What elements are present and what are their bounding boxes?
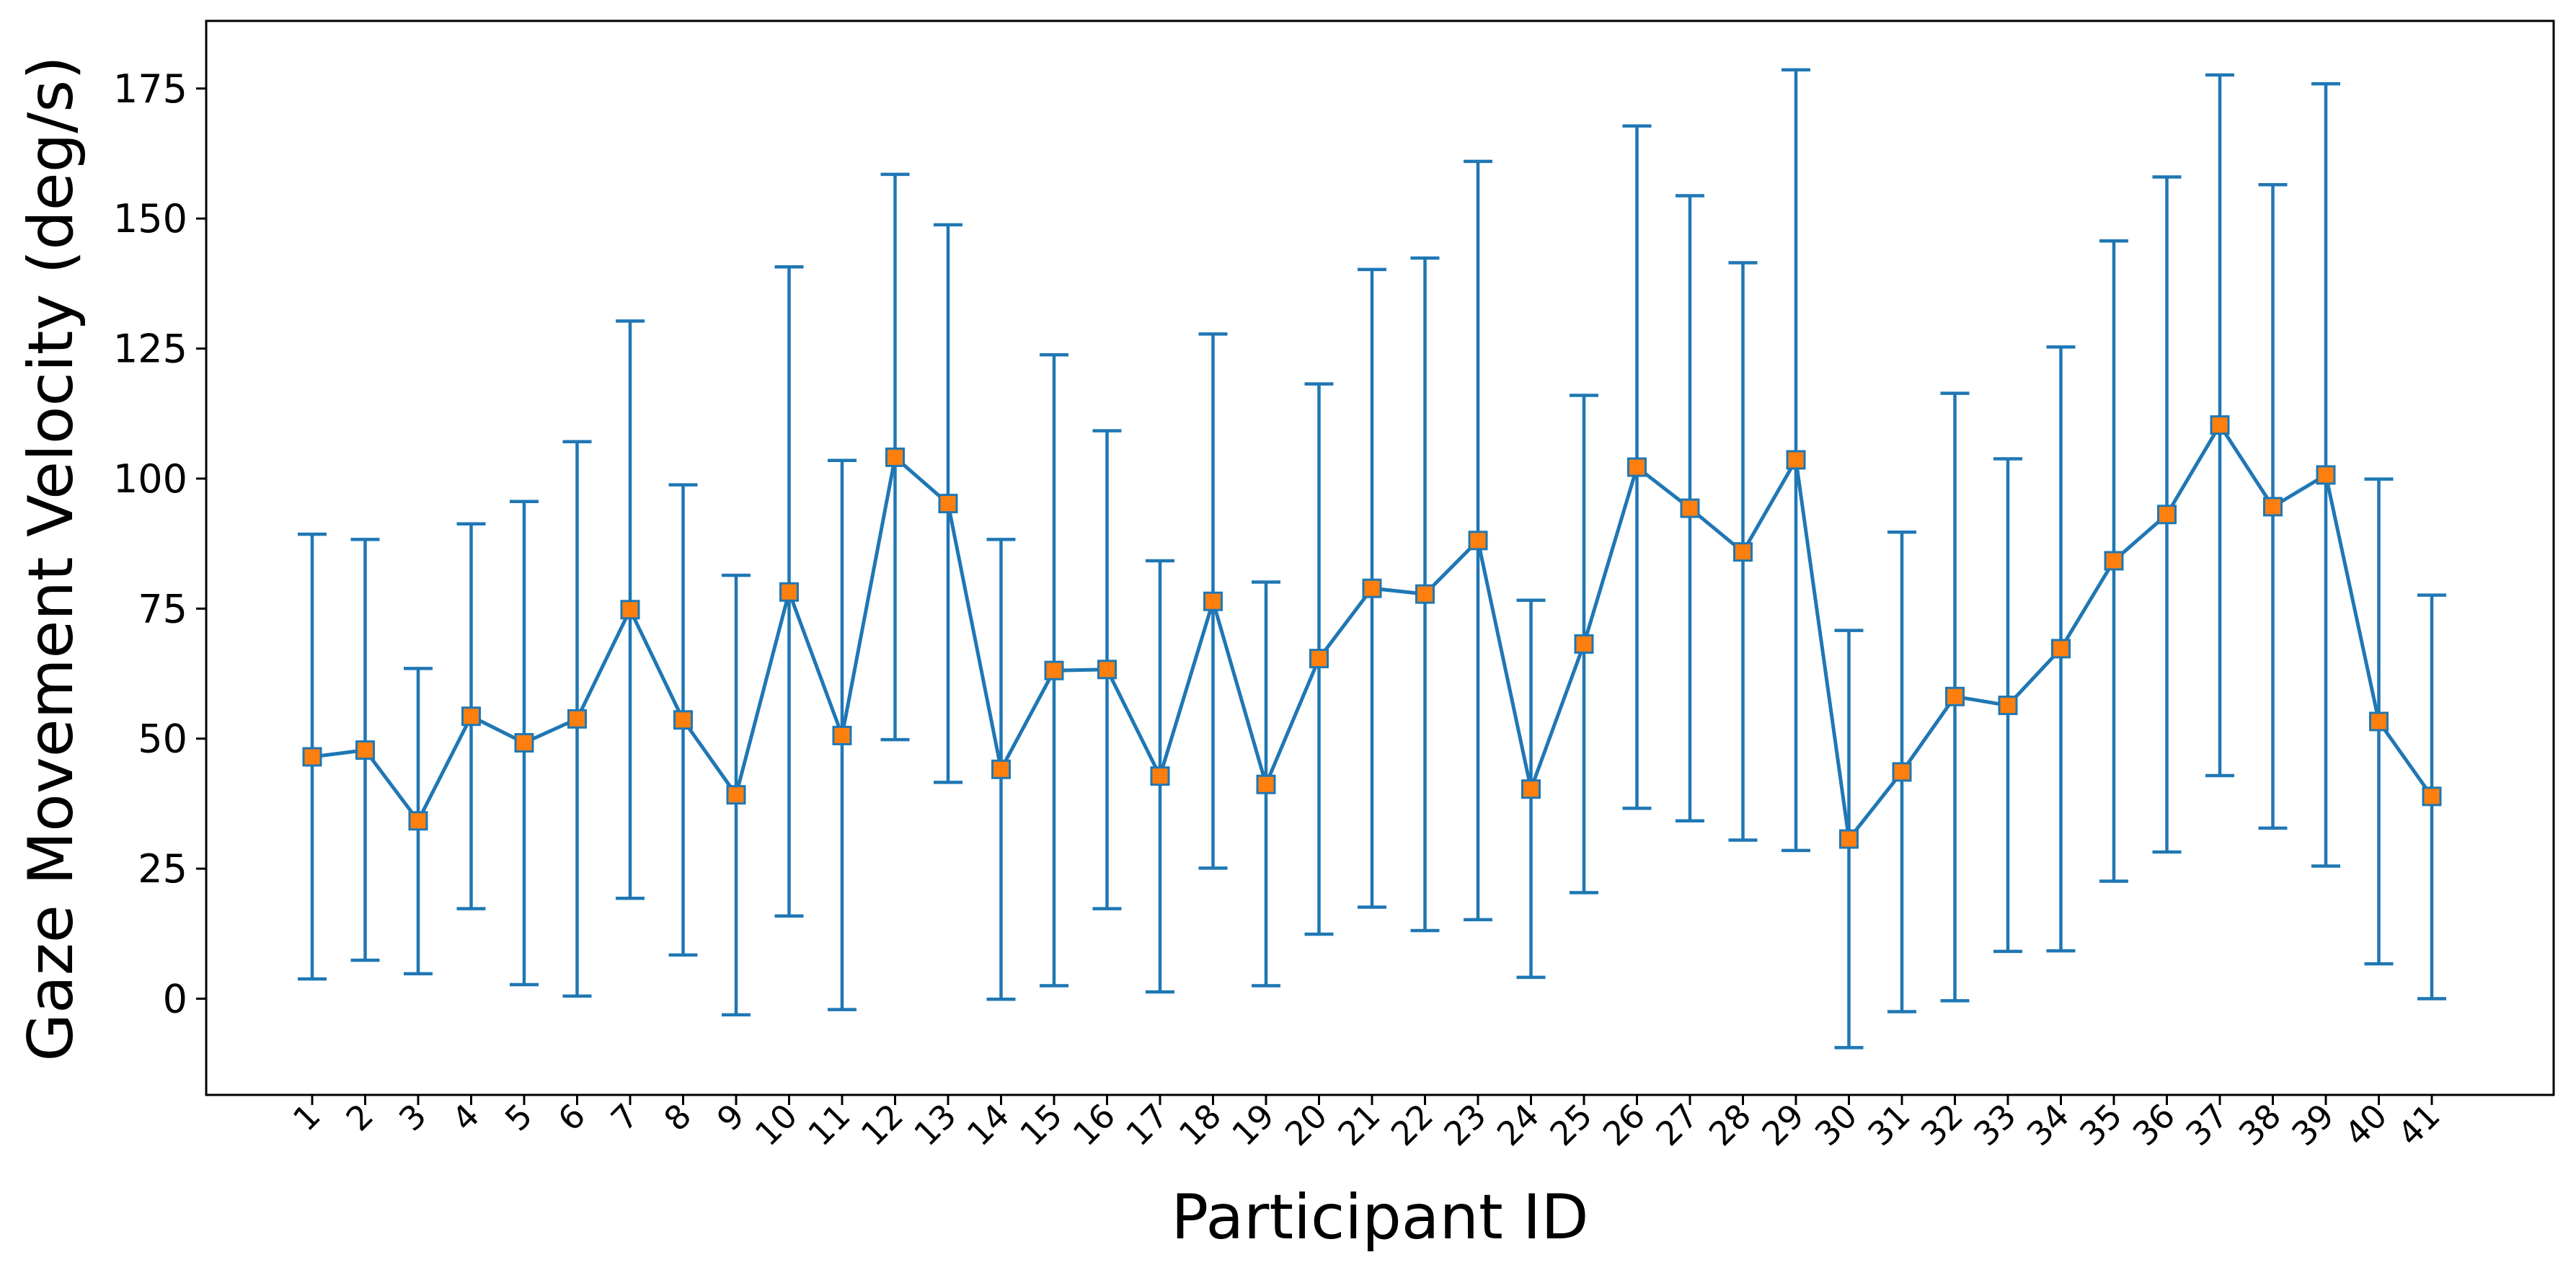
y-tick-label: 75 bbox=[138, 586, 187, 631]
y-tick-label: 100 bbox=[113, 456, 187, 502]
data-point-2 bbox=[355, 740, 375, 760]
data-point-16 bbox=[1097, 660, 1117, 680]
data-point-34 bbox=[2051, 639, 2071, 659]
data-point-5 bbox=[514, 733, 534, 753]
y-tick-label: 0 bbox=[163, 977, 187, 1022]
data-point-19 bbox=[1256, 774, 1276, 794]
data-point-27 bbox=[1680, 498, 1700, 518]
data-point-30 bbox=[1839, 829, 1859, 849]
y-tick-label: 150 bbox=[113, 196, 187, 241]
data-markers bbox=[302, 415, 2442, 849]
data-point-1 bbox=[302, 747, 322, 767]
y-tick-label: 25 bbox=[138, 846, 187, 892]
y-tick-label: 50 bbox=[138, 716, 187, 762]
y-tick-label: 125 bbox=[113, 327, 187, 372]
data-point-13 bbox=[938, 494, 958, 514]
data-point-33 bbox=[1998, 696, 2018, 716]
data-point-32 bbox=[1945, 686, 1965, 706]
data-point-23 bbox=[1468, 531, 1488, 551]
data-point-41 bbox=[2422, 786, 2442, 807]
x-axis-label: Participant ID bbox=[1171, 1181, 1588, 1253]
data-point-6 bbox=[567, 709, 587, 729]
data-point-4 bbox=[461, 706, 481, 727]
data-point-17 bbox=[1150, 766, 1170, 786]
data-point-7 bbox=[620, 600, 640, 620]
data-point-3 bbox=[408, 811, 428, 831]
data-point-24 bbox=[1521, 779, 1541, 799]
y-axis-label: Gaze Movement Velocity (deg/s) bbox=[15, 56, 87, 1061]
data-point-15 bbox=[1044, 660, 1064, 680]
data-point-37 bbox=[2210, 415, 2230, 435]
plot-frame bbox=[205, 19, 2555, 1096]
data-point-36 bbox=[2157, 505, 2177, 525]
data-point-31 bbox=[1892, 762, 1912, 782]
data-point-12 bbox=[885, 447, 905, 467]
data-point-9 bbox=[726, 785, 746, 805]
data-point-11 bbox=[832, 725, 852, 745]
data-point-22 bbox=[1415, 584, 1435, 604]
data-point-38 bbox=[2263, 497, 2283, 517]
data-point-21 bbox=[1362, 578, 1382, 598]
data-point-35 bbox=[2104, 551, 2124, 571]
y-tick-label: 175 bbox=[113, 66, 187, 112]
y-axis-ticks: 0 25 50 75 100 125 150 175 bbox=[113, 66, 206, 1022]
data-point-26 bbox=[1627, 457, 1647, 477]
data-point-40 bbox=[2369, 711, 2389, 732]
data-point-18 bbox=[1203, 591, 1223, 611]
data-point-25 bbox=[1574, 634, 1594, 654]
data-point-20 bbox=[1309, 649, 1329, 669]
data-point-14 bbox=[991, 759, 1011, 779]
data-point-8 bbox=[673, 710, 693, 730]
data-point-29 bbox=[1786, 450, 1806, 470]
data-point-10 bbox=[779, 582, 799, 602]
data-point-28 bbox=[1733, 542, 1753, 562]
data-point-39 bbox=[2316, 465, 2336, 485]
